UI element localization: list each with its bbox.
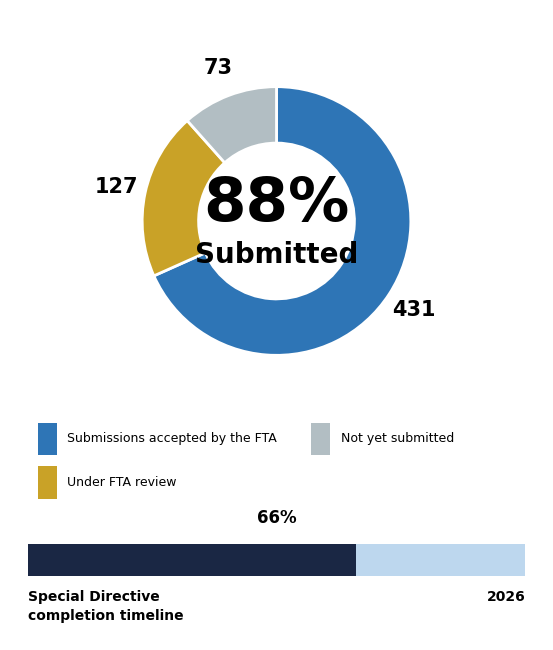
Text: Not yet submitted: Not yet submitted — [341, 432, 455, 445]
Text: Special Directive
completion timeline: Special Directive completion timeline — [28, 590, 183, 623]
Text: 73: 73 — [204, 58, 233, 78]
Text: Under FTA review: Under FTA review — [67, 476, 177, 489]
Wedge shape — [187, 86, 276, 162]
Text: 127: 127 — [95, 177, 138, 196]
Wedge shape — [154, 86, 411, 356]
Text: Submitted: Submitted — [195, 240, 358, 268]
Bar — [28, 544, 525, 576]
Wedge shape — [142, 121, 225, 276]
Text: 88%: 88% — [204, 176, 349, 235]
Text: 431: 431 — [392, 300, 436, 320]
Bar — [311, 422, 330, 454]
Text: 2026: 2026 — [487, 590, 525, 604]
Bar — [28, 544, 356, 576]
Text: 66%: 66% — [257, 509, 296, 527]
Text: Submissions accepted by the FTA: Submissions accepted by the FTA — [67, 432, 277, 445]
Bar — [38, 422, 56, 454]
Bar — [38, 467, 56, 499]
